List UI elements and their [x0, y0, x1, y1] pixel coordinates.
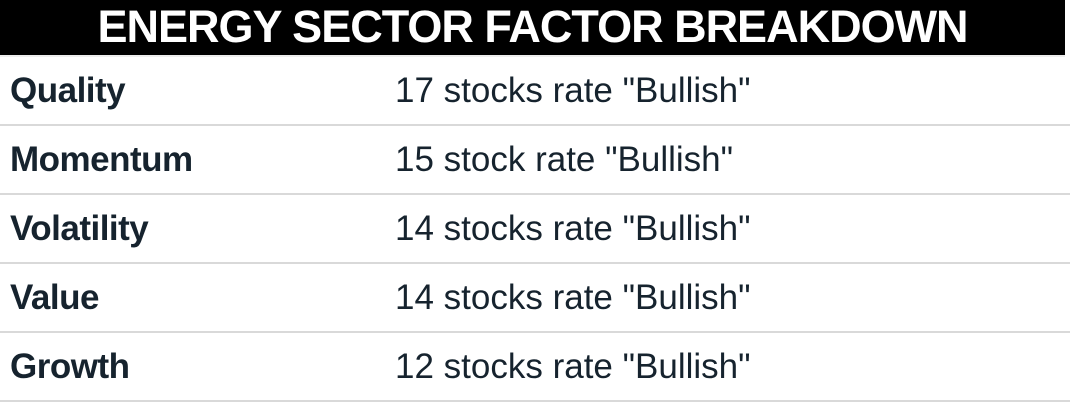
factor-label: Momentum: [10, 139, 193, 179]
factor-table: Quality 17 stocks rate "Bullish" Momentu…: [0, 57, 1070, 402]
table-row: Value 14 stocks rate "Bullish": [0, 264, 1070, 333]
factor-label: Quality: [10, 70, 126, 110]
page-title: ENERGY SECTOR FACTOR BREAKDOWN: [97, 1, 968, 52]
factor-value: 14 stocks rate "Bullish": [395, 277, 751, 317]
factor-label: Value: [10, 277, 99, 317]
table-row: Volatility 14 stocks rate "Bullish": [0, 195, 1070, 264]
factor-value: 15 stock rate "Bullish": [395, 139, 734, 179]
factor-label: Volatility: [10, 208, 149, 248]
table-header-bar: ENERGY SECTOR FACTOR BREAKDOWN: [0, 0, 1065, 57]
factor-label: Growth: [10, 346, 130, 386]
table-row: Momentum 15 stock rate "Bullish": [0, 126, 1070, 195]
table-row: Growth 12 stocks rate "Bullish": [0, 333, 1070, 402]
table-row: Quality 17 stocks rate "Bullish": [0, 57, 1070, 126]
factor-value: 14 stocks rate "Bullish": [395, 208, 751, 248]
factor-value: 12 stocks rate "Bullish": [395, 346, 751, 386]
factor-value: 17 stocks rate "Bullish": [395, 70, 751, 110]
